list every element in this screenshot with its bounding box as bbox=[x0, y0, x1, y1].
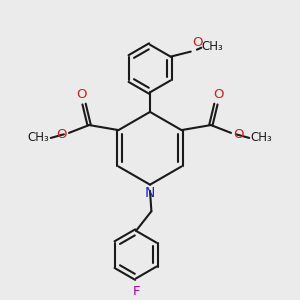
Text: CH₃: CH₃ bbox=[201, 40, 223, 53]
Text: N: N bbox=[145, 186, 155, 200]
Text: O: O bbox=[233, 128, 244, 141]
Text: O: O bbox=[192, 36, 202, 50]
Text: O: O bbox=[76, 88, 87, 101]
Text: CH₃: CH₃ bbox=[250, 131, 272, 144]
Text: CH₃: CH₃ bbox=[28, 131, 50, 144]
Text: O: O bbox=[56, 128, 67, 141]
Text: F: F bbox=[132, 285, 140, 298]
Text: O: O bbox=[213, 88, 224, 101]
